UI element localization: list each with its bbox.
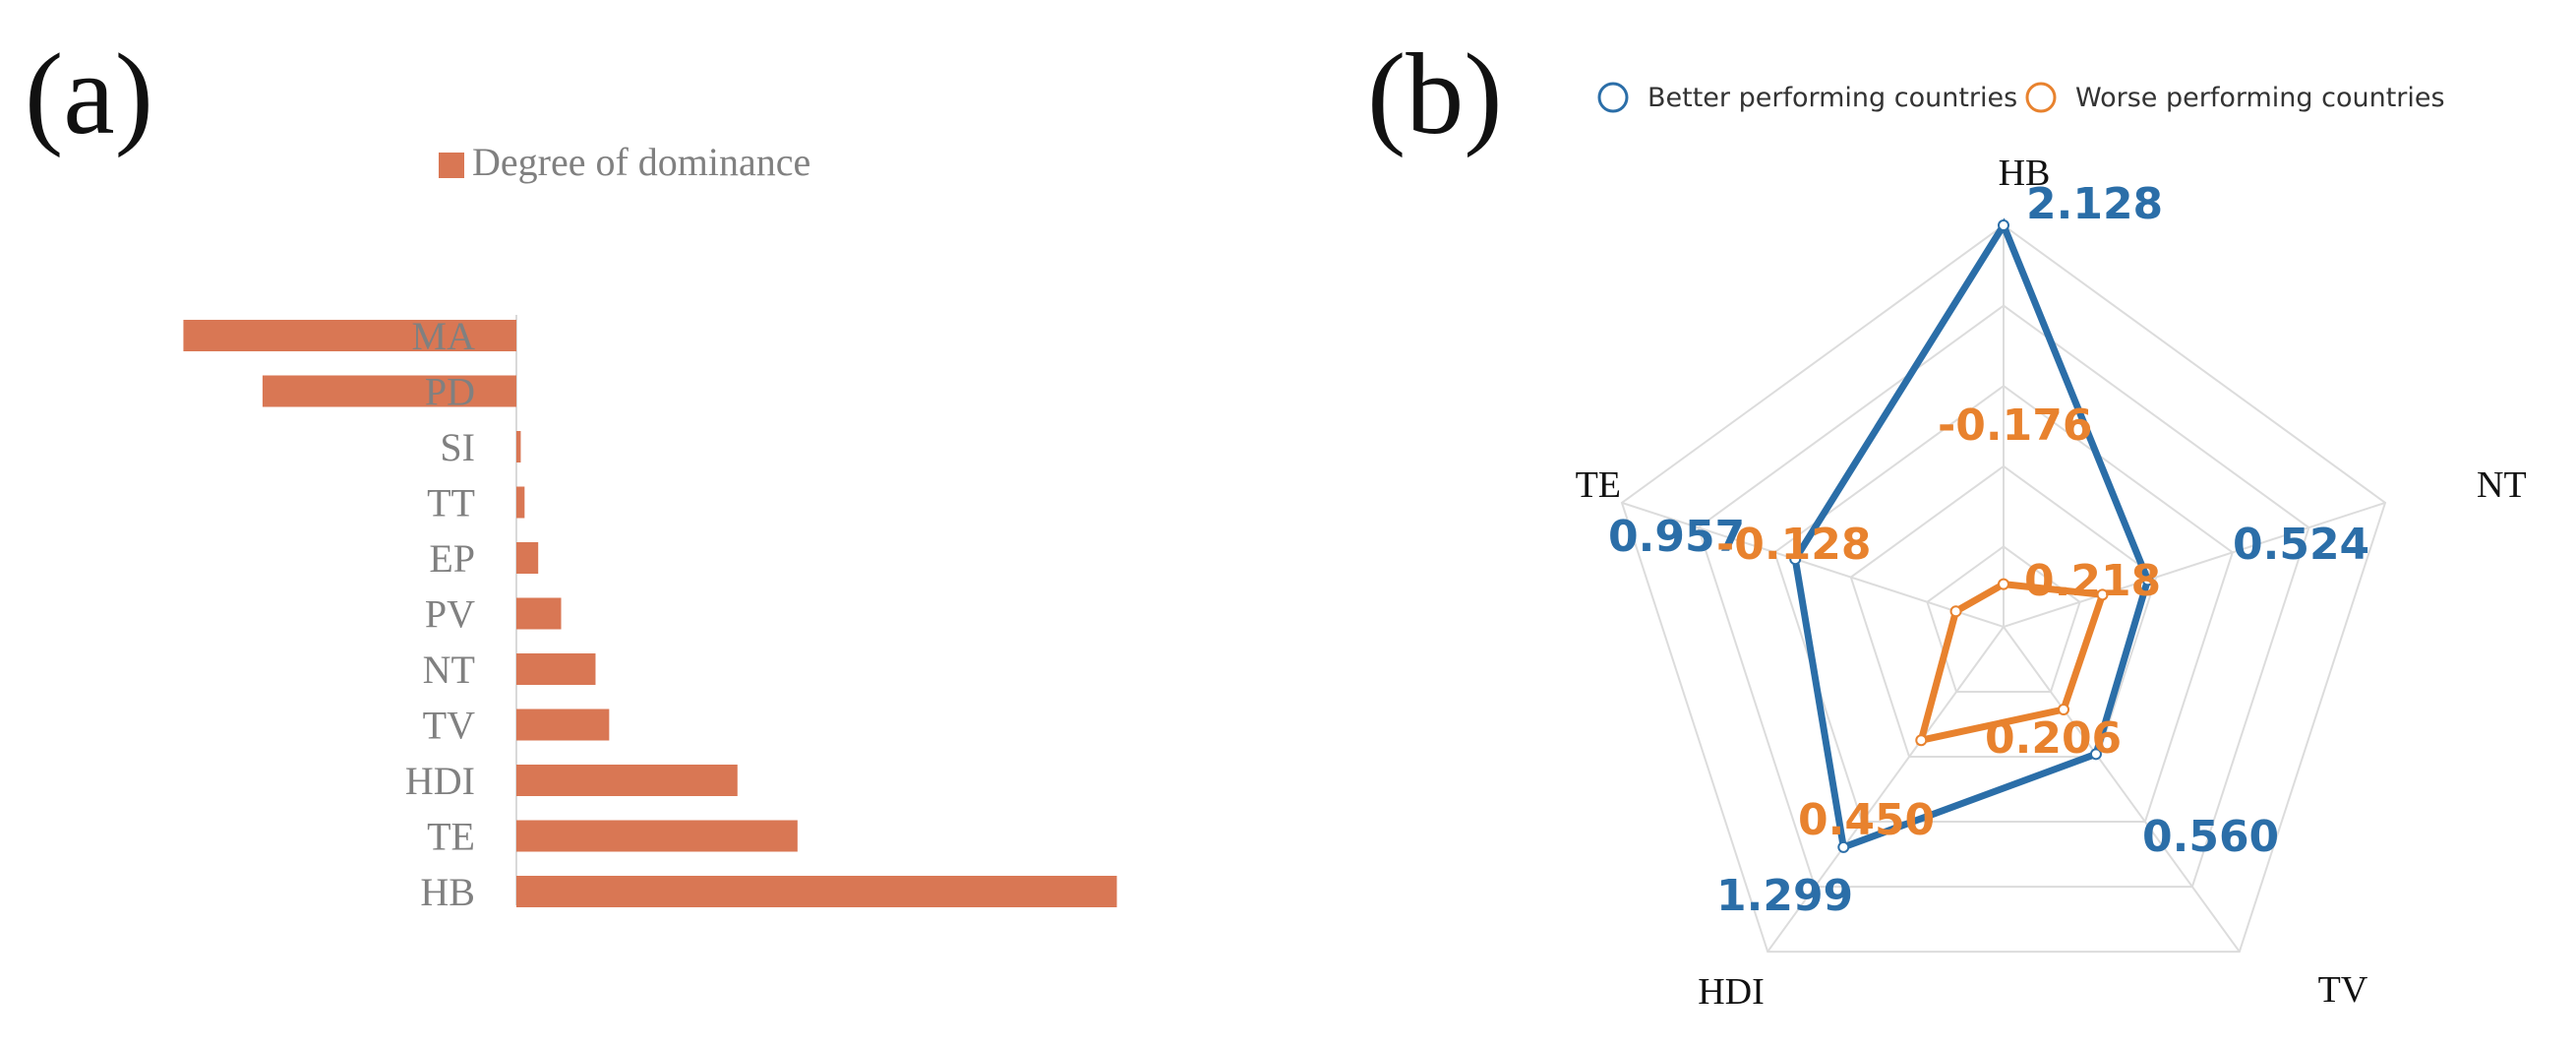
bar-te (516, 820, 798, 852)
radar-point-better-tv (2089, 748, 2102, 761)
radar-spoke-te (1621, 501, 2005, 628)
radar-point-worse-nt (2096, 588, 2109, 601)
bar-label-pv: PV (425, 592, 475, 637)
bar-hb (516, 876, 1117, 907)
radar-grid-ring-4 (1697, 304, 2310, 889)
radar-series (1789, 217, 2154, 853)
bar-label-tt: TT (427, 481, 475, 525)
bar-label-te: TE (427, 815, 475, 859)
bar-label-ep: EP (429, 536, 475, 581)
bar-label-hb: HB (420, 870, 475, 914)
radar-legend: Better performing countries Worse perfor… (1597, 82, 2445, 113)
bar-hdi (516, 765, 738, 796)
radar-point-better-nt (2141, 574, 2154, 586)
radar-axis-label-tv: TV (2318, 969, 2368, 1011)
radar-grid (1620, 223, 2387, 954)
bar-legend-swatch (439, 153, 464, 178)
radar-point-better-te (1789, 553, 1802, 566)
radar-value-worse-hb: -0.176 (1938, 401, 2092, 451)
bar-nt (516, 653, 596, 685)
bar-ep (516, 542, 539, 574)
radar-value-better-te: 0.957 (1608, 512, 1745, 562)
bar-pd (262, 375, 516, 407)
radar-grid-ring-2 (1849, 464, 2158, 759)
radar-chart: Better performing countries Worse perfor… (1576, 82, 2527, 1013)
radar-axis-label-hb: HB (1999, 153, 2051, 194)
radar-value-worse-tv: 0.206 (1985, 713, 2122, 764)
radar-value-better-hdi: 1.299 (1716, 871, 1853, 921)
panel-b-label: (b) (1367, 30, 1503, 158)
radar-axis-label-te: TE (1576, 464, 1621, 506)
panel-a-label: (a) (25, 30, 153, 158)
radar-point-better-hb (1998, 219, 2009, 231)
bar-labels-group: MA PD SI TT EP PV NT TV HDI TE HB (405, 314, 475, 914)
bar-tv (516, 709, 610, 741)
legend-worse-marker (2025, 82, 2057, 113)
bar-label-hdi: HDI (405, 759, 475, 803)
radar-point-worse-te (1949, 605, 1962, 618)
bar-label-si: SI (440, 425, 475, 469)
radar-point-better-hdi (1837, 840, 1850, 853)
radar-axis-labels: HB NT TV HDI TE (1576, 153, 2527, 1013)
radar-value-better-tv: 0.560 (2142, 812, 2279, 862)
radar-spoke-tv (2003, 626, 2241, 953)
radar-value-worse-hdi: 0.450 (1798, 795, 1935, 845)
bar-legend-label: Degree of dominance (472, 140, 810, 184)
radar-value-worse-nt: 0.218 (2024, 556, 2161, 606)
radar-value-worse-te: -0.128 (1716, 520, 1871, 570)
radar-point-worse-tv (2058, 703, 2070, 715)
legend-better-marker (1597, 82, 1629, 113)
legend-worse-label: Worse performing countries (2075, 83, 2445, 113)
radar-axis-label-nt: NT (2477, 464, 2527, 506)
radar-axis-label-hdi: HDI (1698, 971, 1765, 1013)
radar-spoke-nt (2003, 501, 2386, 628)
radar-series-better (1791, 217, 2152, 852)
radar-point-worse-hb (1998, 578, 2009, 590)
radar-value-better-nt: 0.524 (2233, 520, 2369, 570)
bar-label-ma: MA (412, 314, 476, 358)
bar-si (516, 431, 521, 462)
bar-tt (516, 486, 525, 519)
bars-group (183, 320, 1117, 907)
bar-label-pd: PD (425, 370, 475, 414)
bar-pv (516, 597, 562, 630)
bar-chart: Degree of dominance MA PD SI TT EP PV NT TV HDI T… (183, 140, 1117, 914)
radar-value-better-hb: 2.128 (2026, 179, 2163, 229)
radar-series-worse (1916, 581, 2108, 745)
radar-value-labels: 2.128 0.524 0.560 1.299 0.957 -0.176 0.218 0.20… (1608, 179, 2369, 921)
radar-spoke-hdi (1767, 626, 2005, 953)
bar-label-tv: TV (423, 704, 475, 748)
bar-ma (183, 320, 516, 351)
radar-point-worse-hdi (1915, 734, 1928, 747)
legend-better-label: Better performing countries (1647, 83, 2017, 113)
bar-label-nt: NT (423, 647, 475, 692)
radar-grid-ring-5 (1620, 223, 2387, 954)
